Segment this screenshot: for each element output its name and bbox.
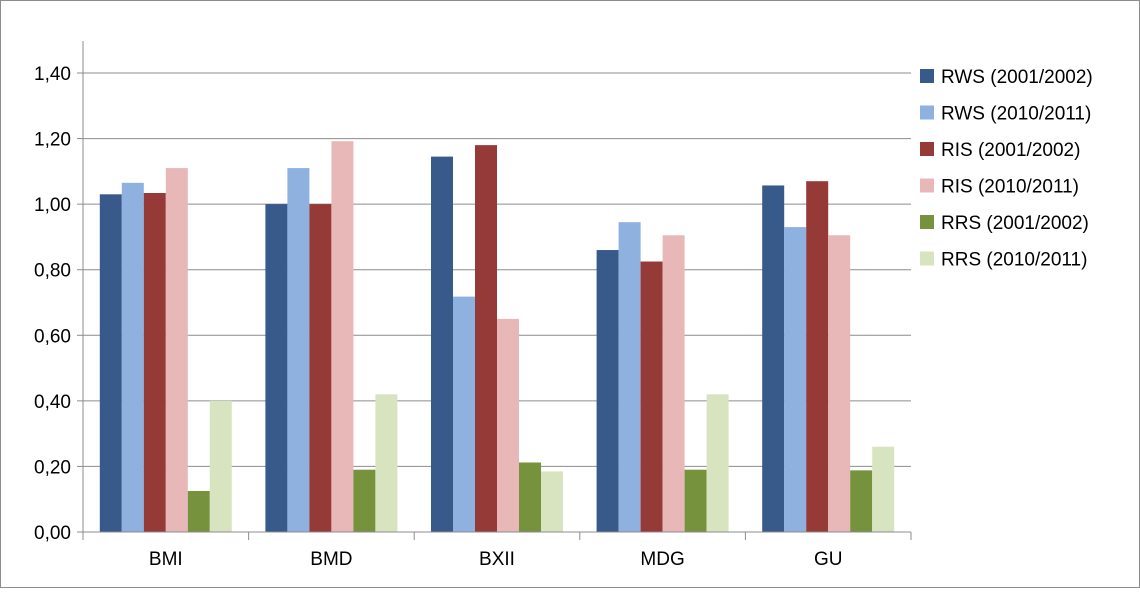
axes: [82, 41, 911, 533]
bar: [165, 168, 188, 533]
bar: [187, 491, 210, 532]
legend-label: RIS (2001/2002): [941, 140, 1080, 161]
x-tick-label: MDG: [640, 549, 684, 570]
bar: [265, 204, 288, 532]
bar: [475, 145, 497, 532]
y-tick-label: 0,80: [34, 261, 71, 282]
bar: [121, 182, 144, 532]
bar: [762, 185, 785, 532]
y-tick-label: 1,20: [34, 130, 71, 151]
legend-label: RWS (2001/2002): [941, 67, 1093, 88]
bar: [828, 235, 851, 532]
bar: [209, 400, 232, 532]
bar: [309, 204, 332, 532]
legend-swatch: [920, 215, 934, 229]
legend: RWS (2001/2002) RWS (2010/2011) RIS (2001/…: [920, 67, 1093, 271]
bar: [375, 394, 398, 532]
legend-label: RRS (2010/2011): [941, 250, 1087, 271]
bar: [541, 471, 563, 532]
x-tick-label: BXII: [479, 549, 515, 570]
y-tick-label: 1,40: [34, 64, 71, 85]
legend-swatch: [920, 251, 934, 266]
bar: [784, 227, 807, 533]
bar: [353, 469, 376, 532]
bar: [706, 394, 729, 532]
x-tick-label: BMI: [149, 549, 183, 570]
y-tick-label: 1,00: [34, 195, 71, 216]
x-axis-ticks: BMI BMD BXII MDG GU: [82, 532, 912, 570]
legend-label: RRS (2001/2002): [941, 213, 1089, 234]
bar: [618, 222, 641, 533]
y-tick-label: 0,60: [34, 326, 71, 347]
legend-swatch: [920, 178, 934, 193]
bar: [640, 261, 663, 532]
legend-label: RIS (2010/2011): [941, 177, 1079, 198]
legend-swatch: [920, 105, 934, 120]
bar: [850, 470, 873, 532]
x-tick-label: BMD: [310, 549, 352, 570]
bar: [453, 296, 475, 532]
bar: [497, 318, 519, 532]
bar: [143, 192, 166, 532]
bar: [596, 250, 619, 533]
bar: [99, 194, 122, 533]
legend-label: RWS (2010/2011): [941, 104, 1091, 125]
y-tick-label: 0,20: [34, 457, 71, 478]
bar: [684, 469, 707, 532]
bars: [99, 141, 895, 533]
legend-swatch: [920, 142, 934, 156]
bar: [287, 168, 310, 533]
bar: [519, 462, 541, 532]
bar: [431, 156, 453, 532]
x-tick-label: GU: [814, 549, 843, 570]
y-tick-label: 0,40: [34, 392, 71, 413]
bar: [806, 181, 829, 532]
bar: [662, 235, 685, 532]
bar: [872, 446, 895, 532]
legend-swatch: [920, 69, 934, 83]
y-tick-label: 0,00: [34, 523, 71, 544]
bar: [331, 141, 354, 533]
y-axis-ticks: 0,00 0,20 0,40 0,60 0,80 1,00 1,20 1,40: [34, 64, 83, 544]
